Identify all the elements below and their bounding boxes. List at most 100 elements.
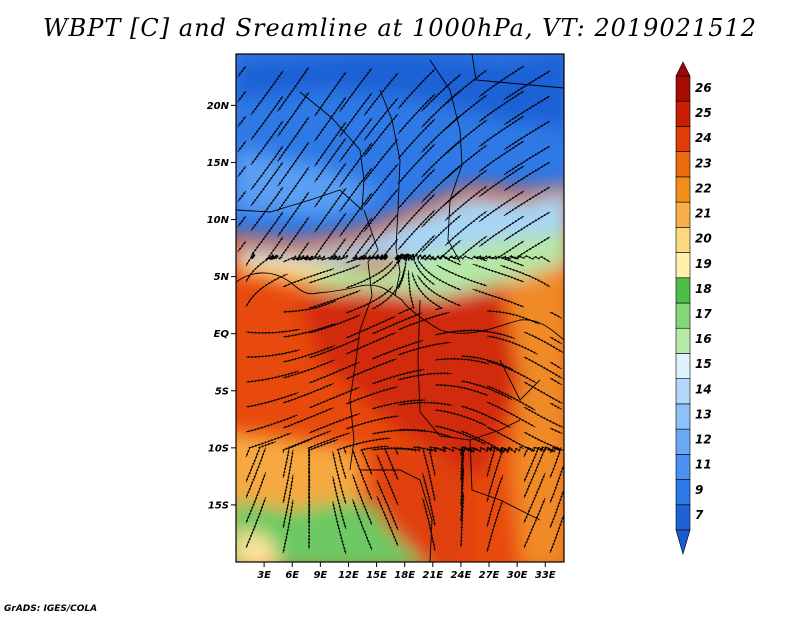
colorbar-label: 20 <box>695 232 712 246</box>
streamline <box>486 360 537 384</box>
streamline <box>332 501 347 555</box>
colorbar-swatch <box>675 454 691 480</box>
map-frame <box>235 53 565 563</box>
streamline <box>549 377 562 386</box>
colorbar-label: 25 <box>695 106 712 120</box>
streamline <box>345 415 399 430</box>
lon-tick-label: 18E <box>394 570 415 581</box>
colorbar-label: 13 <box>695 407 712 421</box>
colorbar-label: 16 <box>695 332 712 346</box>
streamline <box>549 311 563 319</box>
lon-tick-label: 6E <box>285 570 299 581</box>
streamline <box>237 190 247 203</box>
streamline <box>237 65 247 78</box>
colorbar-swatch <box>675 403 691 430</box>
colorbar-label: 17 <box>695 307 712 321</box>
lat-tick-label: EQ <box>214 329 230 340</box>
colorbar-swatch <box>675 75 691 102</box>
lon-tick-label: 24E <box>451 570 472 581</box>
streamline <box>345 332 397 355</box>
streamline <box>486 499 504 553</box>
lat-tick-label: 15N <box>207 158 230 169</box>
streamline <box>501 254 551 263</box>
colorbar-label: 11 <box>695 458 712 472</box>
lon-tick-label: 12E <box>338 570 359 581</box>
colorbar-swatch <box>675 227 691 253</box>
colorbar: 7 9 11 12 13 14 15 16 17 18 19 20 21 22 23 24 25 26 <box>675 61 712 556</box>
colorbar-swatch <box>675 428 691 455</box>
colorbar-swatch <box>675 176 691 203</box>
streamline <box>503 186 551 217</box>
streamline <box>237 140 247 153</box>
streamline <box>473 255 525 267</box>
streamline <box>376 495 399 547</box>
streamline <box>523 497 546 549</box>
colorbar-label: 12 <box>695 433 712 447</box>
colorbar-swatch <box>675 151 691 178</box>
streamline <box>523 381 563 404</box>
streamline <box>549 336 562 345</box>
lon-tick-label: 27E <box>479 570 500 581</box>
streamline <box>371 398 426 410</box>
colorbar-swatch <box>675 327 691 354</box>
streamline <box>417 274 462 307</box>
colorbar-swatch <box>675 353 691 379</box>
colorbar-under-arrow <box>675 529 691 556</box>
lat-tick-label: 10N <box>207 215 230 226</box>
lon-tick-label: 30E <box>507 570 528 581</box>
streamline <box>549 427 563 434</box>
colorbar-label: 22 <box>695 181 712 195</box>
colorbar-swatch <box>675 378 691 405</box>
streamline <box>371 369 425 385</box>
colorbar-swatch <box>675 100 691 127</box>
streamline <box>237 115 247 128</box>
streamline <box>237 90 247 103</box>
streamline <box>459 492 465 548</box>
chart-title: WBPT [C] and Sreamline at 1000hPa, VT: 2… <box>42 14 758 42</box>
colorbar-swatch <box>675 201 691 228</box>
streamline <box>282 383 334 404</box>
lat-tick-label: 5N <box>214 272 230 283</box>
streamline <box>308 254 338 261</box>
streamline <box>397 270 415 315</box>
streamline <box>250 211 284 257</box>
streamline <box>523 406 564 428</box>
colorbar-swatch <box>675 126 691 152</box>
streamline <box>397 401 453 406</box>
streamline <box>503 211 551 242</box>
streamline <box>345 358 397 380</box>
lon-tick-label: 21E <box>422 570 443 581</box>
colorbar-label: 14 <box>695 382 712 396</box>
longitude-axis: 3E 6E 9E 12E 15E 18E 21E 24E 27E 30E 33E <box>257 562 556 581</box>
lon-tick-label: 15E <box>366 570 387 581</box>
streamline <box>472 288 525 308</box>
streamline <box>277 216 310 260</box>
streamline <box>549 514 564 554</box>
colorbar-swatch <box>675 277 691 304</box>
colorbar-label: 7 <box>695 508 704 522</box>
streamline <box>549 402 563 410</box>
streamline <box>237 215 247 228</box>
streamline <box>549 361 562 370</box>
lat-tick-label: 15S <box>208 500 229 511</box>
colorbar-swatch <box>675 252 691 279</box>
colorbar-swatch <box>675 479 691 506</box>
streamline <box>237 240 247 253</box>
streamline <box>345 254 376 264</box>
streamline <box>282 499 294 554</box>
streamline <box>523 331 564 353</box>
streamline <box>422 497 436 552</box>
streamline <box>282 407 334 429</box>
streamline <box>237 165 247 178</box>
lat-tick-label: 5S <box>215 386 229 397</box>
colorbar-over-arrow <box>675 61 691 77</box>
streamline <box>436 264 488 287</box>
streamline <box>245 497 267 549</box>
lon-tick-label: 9E <box>313 570 327 581</box>
colorbar-swatch <box>675 504 691 531</box>
colorbar-label: 15 <box>695 357 712 371</box>
colorbar-label: 26 <box>695 81 712 95</box>
lon-tick-label: 3E <box>257 570 271 581</box>
streamline <box>503 161 551 192</box>
